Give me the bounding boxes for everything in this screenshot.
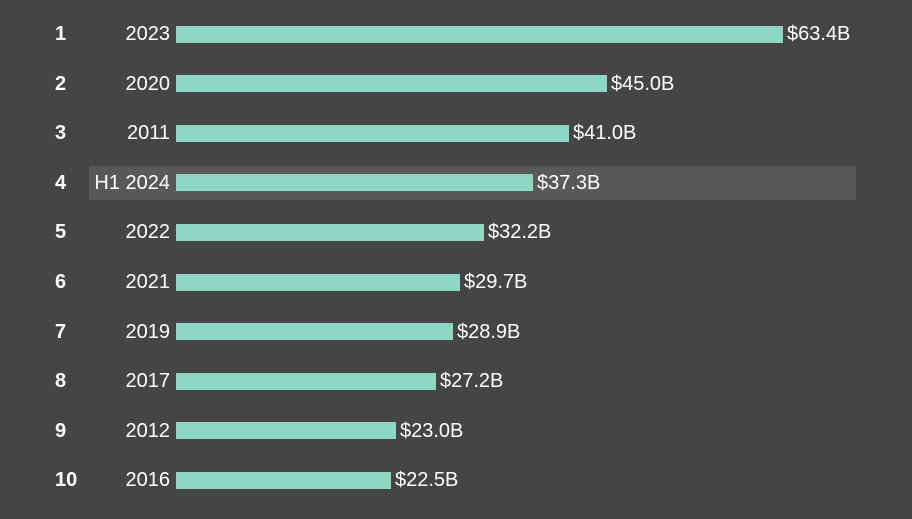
rank-label: 6 — [55, 271, 67, 293]
rank-label: 10 — [55, 469, 78, 492]
category-label: 2012 — [125, 419, 171, 442]
value-label: $28.9B — [457, 320, 521, 343]
bar — [176, 174, 533, 192]
bar — [176, 124, 569, 142]
bar — [176, 471, 391, 489]
category-label: 2017 — [125, 370, 171, 393]
rank-label: 8 — [55, 370, 67, 393]
rank-label: 9 — [55, 419, 67, 442]
category-label: 2022 — [125, 221, 171, 244]
category-label: 2011 — [126, 122, 170, 145]
category-label: 2020 — [125, 72, 171, 95]
value-label: $32.2B — [488, 221, 552, 244]
value-label: $45.0B — [611, 72, 675, 95]
rank-label: 2 — [55, 72, 67, 95]
bar — [176, 323, 453, 341]
rank-label: 3 — [55, 122, 67, 145]
value-label: $23.0B — [400, 419, 464, 442]
value-label: $27.2B — [440, 370, 504, 393]
value-label: $29.7B — [464, 271, 528, 293]
category-label: 2016 — [125, 469, 171, 492]
rank-label: 1 — [55, 23, 67, 45]
category-label: H1 2024 — [94, 171, 170, 194]
value-label: $22.5B — [395, 469, 459, 492]
category-label: 2019 — [125, 320, 171, 343]
bar — [176, 223, 484, 241]
value-label: $63.4B — [787, 23, 851, 45]
rank-label: 5 — [55, 221, 67, 244]
bar — [176, 372, 436, 390]
bar — [176, 25, 783, 43]
rank-label: 7 — [55, 320, 67, 343]
rank-label: 4 — [55, 171, 67, 194]
bar — [176, 75, 607, 93]
value-label: $41.0B — [573, 122, 637, 145]
value-label: $37.3B — [537, 171, 601, 194]
bar — [176, 422, 396, 440]
category-label: 2023 — [125, 23, 171, 45]
category-label: 2021 — [125, 271, 171, 293]
bar — [176, 273, 460, 291]
